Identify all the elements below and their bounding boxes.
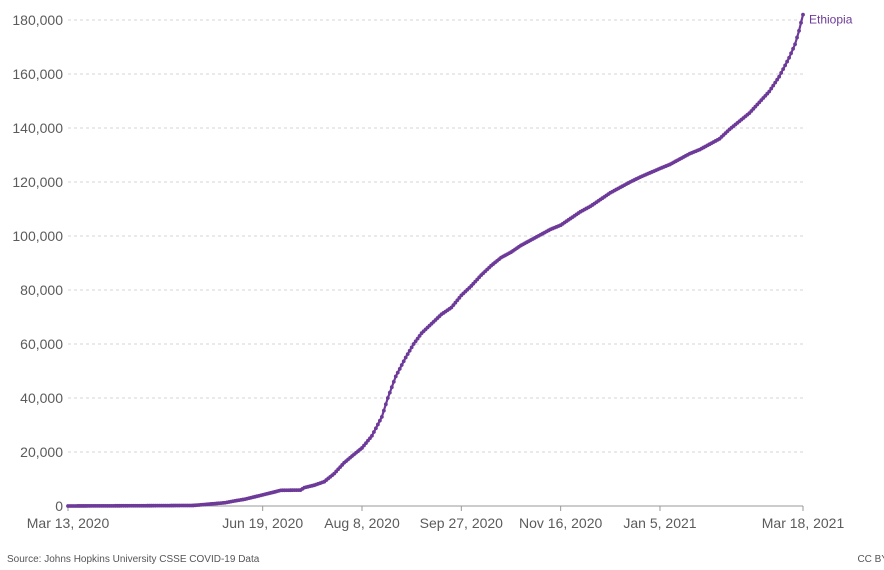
data-point — [793, 42, 797, 47]
y-axis: 0 20,000 40,000 60,000 80,000 100,000 120,000 1… — [12, 12, 63, 514]
data-point — [775, 77, 780, 82]
x-tick-label: Jun 19, 2020 — [222, 515, 303, 531]
x-tick-label: Nov 16, 2020 — [519, 515, 602, 531]
x-tick-label: Jan 5, 2021 — [623, 515, 696, 531]
data-point — [791, 46, 795, 51]
data-point — [383, 402, 388, 407]
data-point — [399, 363, 404, 367]
data-point — [801, 12, 805, 17]
data-point — [787, 55, 791, 60]
data-point — [401, 359, 406, 364]
y-tick-label: 140,000 — [12, 120, 63, 136]
series-label-ethiopia: Ethiopia — [809, 13, 853, 27]
data-point — [377, 418, 382, 423]
data-point — [769, 86, 774, 91]
y-tick-label: 100,000 — [12, 228, 63, 244]
data-point — [409, 345, 414, 350]
data-point — [375, 422, 380, 427]
data-point — [779, 71, 784, 75]
data-point — [773, 80, 778, 85]
data-point — [771, 83, 776, 88]
y-tick-label: 0 — [55, 498, 63, 514]
data-point — [374, 426, 378, 431]
data-point — [403, 355, 408, 360]
data-point — [413, 339, 418, 344]
y-tick-label: 40,000 — [20, 390, 63, 406]
data-point — [781, 67, 786, 72]
data-point — [405, 352, 410, 357]
data-point — [795, 35, 799, 40]
data-point — [379, 415, 384, 419]
data-point — [799, 20, 803, 25]
data-point — [397, 366, 402, 371]
data-point — [417, 334, 422, 338]
x-axis: Mar 13, 2020 Jun 19, 2020 Aug 8, 2020 Sep 2… — [27, 505, 845, 531]
data-point — [415, 336, 420, 341]
x-tick-label: Mar 18, 2021 — [762, 515, 845, 531]
data-point — [385, 396, 390, 400]
data-point — [797, 28, 801, 33]
data-point — [783, 63, 788, 68]
data-point — [387, 390, 392, 395]
data-point — [767, 89, 772, 94]
data-point — [777, 74, 782, 79]
data-point — [391, 379, 396, 384]
data-point — [395, 370, 400, 375]
data-point — [411, 342, 416, 346]
chart: 0 20,000 40,000 60,000 80,000 100,000 120,000 1… — [12, 12, 853, 531]
data-point — [372, 430, 376, 434]
data-point — [785, 59, 790, 64]
data-point — [389, 385, 394, 390]
series-ethiopia: Ethiopia — [66, 13, 853, 508]
y-tick-label: 180,000 — [12, 12, 63, 28]
x-tick-label: Sep 27, 2020 — [420, 515, 504, 531]
y-tick-label: 80,000 — [20, 282, 63, 298]
x-tick-label: Aug 8, 2020 — [324, 515, 400, 531]
data-point — [381, 408, 386, 413]
grid-lines — [68, 19, 803, 453]
y-tick-label: 20,000 — [20, 444, 63, 460]
data-point — [393, 374, 398, 379]
y-tick-label: 60,000 — [20, 336, 63, 352]
x-tick-label: Mar 13, 2020 — [27, 515, 110, 531]
data-point — [407, 348, 412, 353]
series-line — [67, 14, 805, 508]
license-note: CC BY — [857, 554, 884, 565]
data-point — [370, 433, 374, 438]
data-point — [789, 51, 793, 56]
source-note: Source: Johns Hopkins University CSSE CO… — [7, 554, 260, 565]
y-tick-label: 160,000 — [12, 66, 63, 82]
y-tick-label: 120,000 — [12, 174, 63, 190]
